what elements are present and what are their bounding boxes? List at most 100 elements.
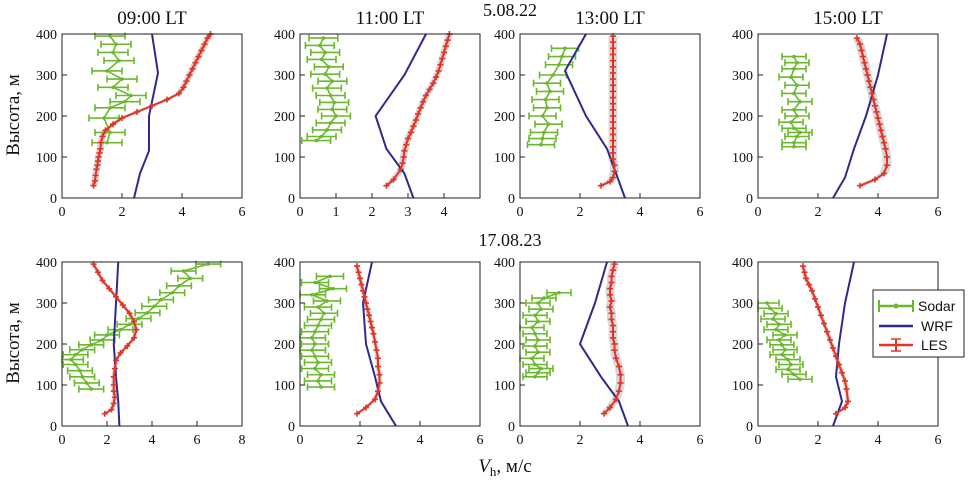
sodar-marker [206,262,211,266]
plot-frame [519,261,701,427]
sodar-marker [789,120,793,124]
sodar-marker [798,99,802,104]
y-tick-label: 100 [36,151,57,166]
sodar-point [781,89,807,97]
les-marker [97,145,104,152]
sodar-point [300,328,330,336]
les-marker [355,269,362,276]
x-tick-label: 2 [815,433,822,448]
les-marker [866,78,872,85]
sodar-marker [105,333,109,337]
sodar-marker [118,327,123,332]
les-marker [845,398,851,405]
sodar-point [763,326,789,334]
les-marker [857,41,863,48]
sodar-marker [792,372,796,377]
sodar-marker [181,269,186,273]
sodar-point [781,53,807,61]
les-marker [189,65,196,72]
sodar-point [165,282,193,290]
sodar-marker [543,97,548,102]
sodar-point [177,274,204,282]
sodar-marker [127,322,132,327]
y-axis-label-top: Высота, м [3,74,24,156]
les-marker [117,350,124,357]
sodar-point [522,311,548,319]
les-marker [99,277,106,284]
legend-label-wrf: WRF [921,318,953,334]
sodar-marker [557,290,561,295]
les-marker [110,373,117,380]
les-marker [884,154,890,160]
sodar-marker [540,114,545,118]
panel-5: 0 2 4 6 8 0 100 200 300 400 [36,256,246,448]
sodar-point [781,106,807,114]
y-tick-label: 200 [494,338,515,353]
y-tick-label: 200 [274,110,295,125]
sodar-marker [69,357,73,362]
les-marker [412,117,419,124]
sodar-line [531,291,560,378]
sodar-marker [334,114,338,118]
sodar-point [97,48,129,56]
les-marker [195,53,202,60]
les-marker [611,162,618,169]
les-marker [99,133,106,140]
sodar-marker [768,306,772,311]
sodar-point [109,98,141,106]
les-marker [616,388,622,395]
x-tick-label: 2 [577,205,584,220]
sodar-marker [798,377,802,382]
sodar-marker [780,343,784,347]
les-marker [858,47,865,54]
les-marker [426,86,433,93]
les-marker [176,90,182,97]
les-marker [876,121,883,128]
x-tick-label: 0 [755,205,762,220]
y-tick-label: 0 [746,420,753,435]
les-marker [608,273,615,280]
sodar-marker [795,114,799,118]
sodar-marker [533,344,537,348]
sodar-point [107,326,134,334]
les-marker [821,320,827,327]
sodar-point [317,105,348,113]
sodar-marker [795,60,799,65]
les-marker [363,404,369,411]
les-marker [102,127,109,134]
plot-frame [61,261,243,427]
sodar-marker [792,108,796,112]
sodar-point [531,294,557,302]
les-marker [375,363,381,370]
sodar-point [781,65,807,73]
les-marker [617,371,624,378]
les-marker [869,90,875,97]
sodar-marker [328,93,333,98]
sodar-point [170,267,197,275]
sodar-point [147,296,175,304]
sodar-point [303,322,333,330]
les-marker [357,275,363,282]
sodar-marker [563,46,567,51]
x-tick-label: 3 [405,205,412,220]
sodar-point [317,77,348,85]
sodar-point [306,371,336,379]
sodar-point [91,139,123,147]
les-marker [360,287,366,294]
les-marker [361,293,368,300]
sodar-marker [789,75,793,79]
les-marker [607,304,613,311]
x-tick-label: 4 [875,205,882,220]
les-marker [610,267,616,274]
les-marker [95,269,101,276]
les-marker [610,143,616,150]
les-marker [119,302,126,309]
date-label-top: 5.08.22 [483,0,537,20]
les-marker [833,410,839,417]
wrf-line [374,33,427,199]
y-tick-label: 400 [274,256,295,271]
x-tick-label: 2 [357,433,364,448]
les-marker [610,125,616,132]
sodar-marker [551,73,555,77]
sodar-marker [177,283,181,288]
